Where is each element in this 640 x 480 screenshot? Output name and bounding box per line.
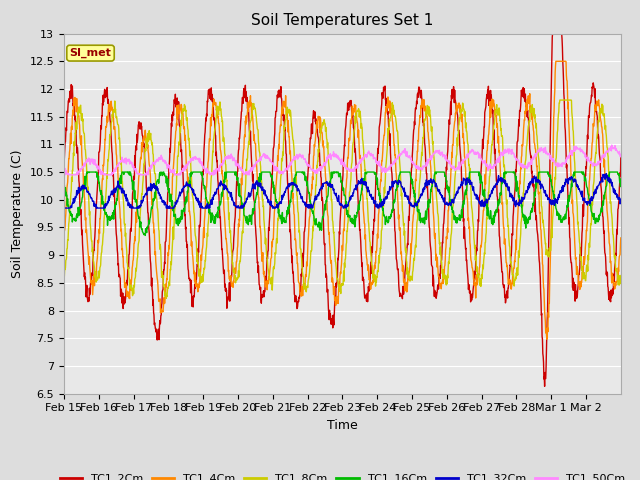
- TC1_50Cm: [608, 142, 616, 148]
- TC1_16Cm: [318, 220, 326, 226]
- TC1_32Cm: [556, 195, 563, 201]
- TC1_16Cm: [611, 169, 618, 175]
- Line: TC1_2Cm: TC1_2Cm: [64, 34, 621, 386]
- TC1_2Cm: [60, 152, 68, 158]
- TC1_8Cm: [328, 202, 336, 207]
- TC1_32Cm: [328, 181, 335, 187]
- Line: TC1_32Cm: TC1_32Cm: [64, 173, 621, 208]
- TC1_32Cm: [602, 170, 610, 176]
- TC1_50Cm: [474, 150, 482, 156]
- Line: TC1_16Cm: TC1_16Cm: [64, 172, 621, 236]
- TC1_50Cm: [556, 163, 563, 169]
- TC1_2Cm: [147, 269, 155, 275]
- TC1_4Cm: [556, 59, 564, 64]
- TC1_8Cm: [60, 275, 68, 280]
- TC1_2Cm: [317, 175, 325, 181]
- TC1_8Cm: [556, 100, 563, 106]
- TC1_32Cm: [317, 185, 325, 191]
- TC1_2Cm: [328, 316, 335, 322]
- TC1_50Cm: [617, 152, 625, 157]
- Legend: TC1_2Cm, TC1_4Cm, TC1_8Cm, TC1_16Cm, TC1_32Cm, TC1_50Cm: TC1_2Cm, TC1_4Cm, TC1_8Cm, TC1_16Cm, TC1…: [55, 469, 630, 480]
- TC1_8Cm: [147, 138, 155, 144]
- TC1_2Cm: [474, 228, 481, 234]
- TC1_16Cm: [617, 181, 625, 187]
- TC1_4Cm: [543, 336, 550, 342]
- TC1_50Cm: [60, 166, 68, 172]
- TC1_4Cm: [474, 277, 481, 283]
- TC1_8Cm: [163, 296, 170, 301]
- TC1_16Cm: [474, 169, 482, 175]
- TC1_16Cm: [556, 213, 564, 219]
- TC1_32Cm: [617, 196, 625, 202]
- TC1_2Cm: [541, 384, 548, 389]
- TC1_8Cm: [474, 274, 482, 280]
- Line: TC1_8Cm: TC1_8Cm: [64, 100, 621, 299]
- Line: TC1_50Cm: TC1_50Cm: [64, 145, 621, 175]
- TC1_2Cm: [548, 31, 556, 36]
- X-axis label: Time: Time: [327, 419, 358, 432]
- TC1_8Cm: [611, 253, 618, 259]
- TC1_4Cm: [328, 267, 335, 273]
- TC1_2Cm: [556, 31, 564, 36]
- TC1_8Cm: [556, 97, 564, 103]
- TC1_8Cm: [317, 126, 325, 132]
- Y-axis label: Soil Temperature (C): Soil Temperature (C): [11, 149, 24, 278]
- TC1_50Cm: [328, 153, 336, 159]
- TC1_2Cm: [611, 278, 618, 284]
- TC1_32Cm: [147, 183, 155, 189]
- TC1_50Cm: [65, 172, 72, 178]
- TC1_16Cm: [83, 169, 91, 175]
- TC1_16Cm: [328, 173, 336, 179]
- TC1_8Cm: [617, 273, 625, 278]
- TC1_4Cm: [552, 59, 560, 64]
- TC1_4Cm: [611, 282, 618, 288]
- Text: SI_met: SI_met: [70, 48, 111, 58]
- TC1_4Cm: [60, 237, 68, 243]
- TC1_32Cm: [610, 186, 618, 192]
- TC1_32Cm: [60, 205, 68, 211]
- TC1_16Cm: [141, 233, 149, 239]
- TC1_2Cm: [617, 155, 625, 161]
- TC1_4Cm: [317, 123, 325, 129]
- TC1_32Cm: [474, 193, 481, 199]
- TC1_4Cm: [617, 235, 625, 241]
- TC1_16Cm: [60, 182, 68, 188]
- Line: TC1_4Cm: TC1_4Cm: [64, 61, 621, 339]
- TC1_4Cm: [147, 187, 155, 192]
- TC1_50Cm: [317, 165, 325, 171]
- TC1_16Cm: [148, 204, 156, 210]
- TC1_50Cm: [611, 145, 618, 151]
- Title: Soil Temperatures Set 1: Soil Temperatures Set 1: [252, 13, 433, 28]
- TC1_50Cm: [148, 164, 156, 169]
